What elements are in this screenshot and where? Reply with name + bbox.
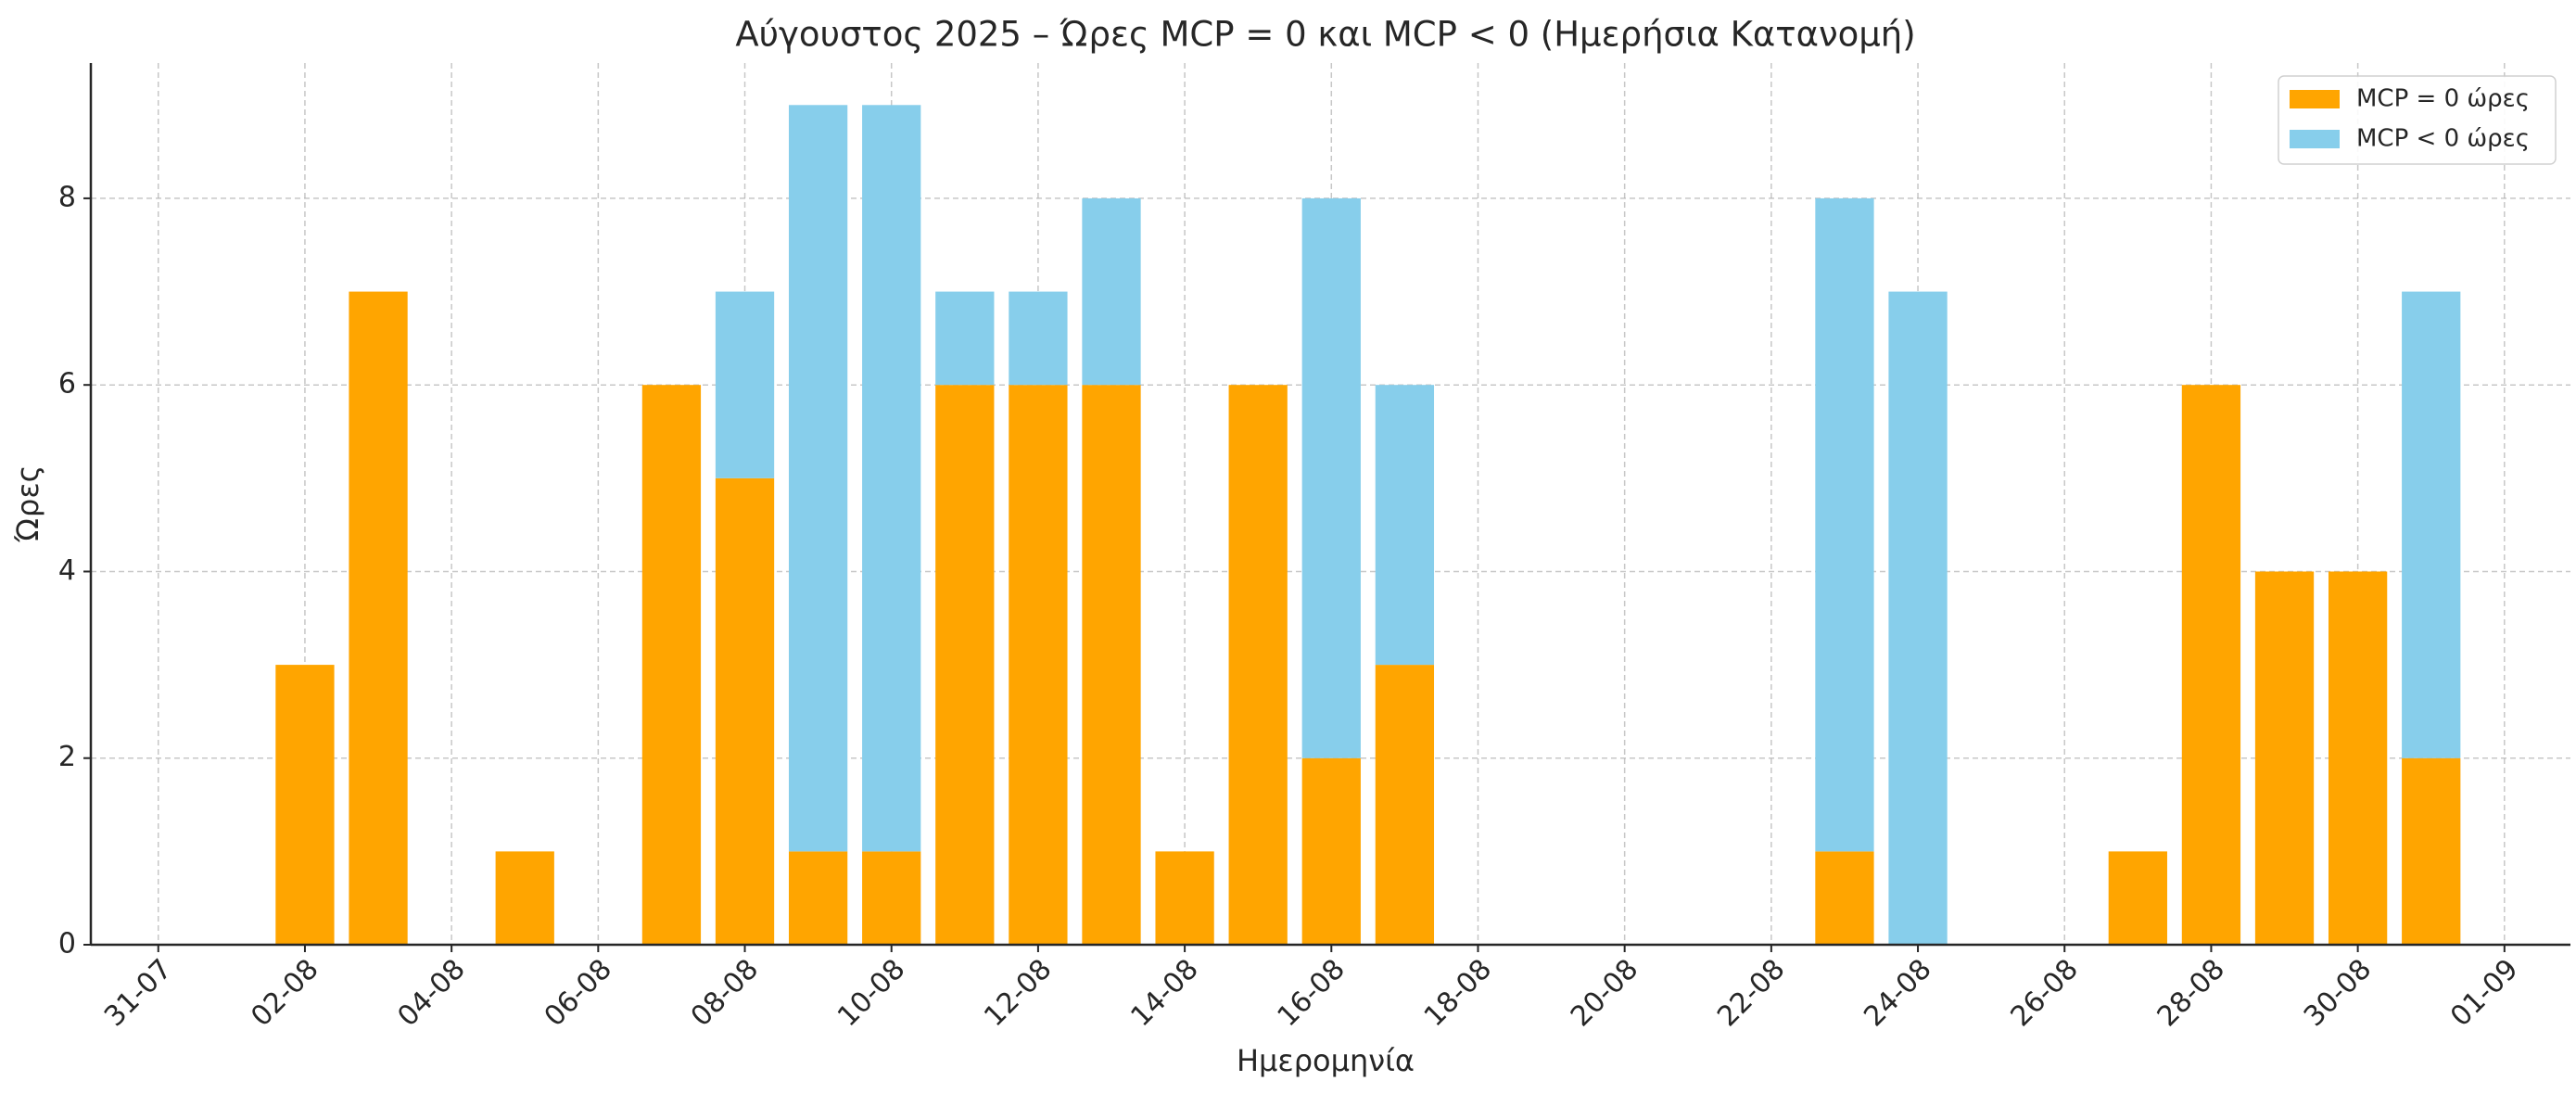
bar <box>862 105 921 852</box>
x-tick-label: 30-08 <box>2298 953 2378 1033</box>
bar <box>715 477 775 945</box>
bar <box>1888 291 1948 945</box>
x-tick-label: 06-08 <box>539 953 618 1033</box>
x-axis-label: Ημερομηνία <box>1237 1043 1415 1078</box>
bar <box>1228 385 1288 945</box>
x-tick-label: 04-08 <box>391 953 471 1033</box>
bar <box>935 385 995 945</box>
x-tick-label: 22-08 <box>1711 953 1791 1033</box>
chart-title: Αύγουστος 2025 – Ώρες MCP = 0 και MCP < … <box>735 15 1915 55</box>
x-tick-label: 10-08 <box>831 953 911 1033</box>
bar <box>2402 757 2461 945</box>
x-tick-label: 02-08 <box>245 953 324 1033</box>
legend-label: MCP < 0 ώρες <box>2356 125 2530 153</box>
bar <box>349 291 408 945</box>
bar <box>495 851 554 945</box>
bar <box>715 291 775 478</box>
bar <box>1082 197 1141 386</box>
bar <box>2328 571 2388 945</box>
legend-label: MCP = 0 ώρες <box>2356 85 2530 113</box>
x-tick-label: 24-08 <box>1858 953 1937 1033</box>
legend-swatch <box>2290 130 2340 148</box>
x-tick-label: 08-08 <box>685 953 765 1033</box>
y-axis-label: Ώρες <box>10 465 45 543</box>
bar <box>2402 291 2461 758</box>
bar <box>1375 385 1435 666</box>
legend-box <box>2278 75 2557 165</box>
y-tick-label: 4 <box>58 554 76 587</box>
bar <box>2254 571 2315 945</box>
x-tick-label: 20-08 <box>1565 953 1644 1033</box>
x-tick-label: 26-08 <box>2005 953 2085 1033</box>
bar <box>862 851 921 945</box>
bar <box>1082 385 1141 945</box>
legend-swatch <box>2290 90 2340 108</box>
bar <box>788 851 848 945</box>
x-tick-label: 14-08 <box>1124 953 1204 1033</box>
y-tick-label: 8 <box>58 181 76 213</box>
bar <box>2181 385 2241 945</box>
x-tick-label: 28-08 <box>2151 953 2231 1033</box>
bar <box>275 665 335 945</box>
bar <box>641 385 702 945</box>
bar <box>1815 851 1874 945</box>
bar <box>935 291 995 386</box>
bar <box>1375 665 1435 945</box>
legend: MCP = 0 ώρες MCP < 0 ώρες <box>2278 75 2557 165</box>
bar <box>1301 757 1361 945</box>
bar <box>1815 197 1874 852</box>
y-tick-label: 0 <box>58 928 76 960</box>
x-tick-label: 18-08 <box>1418 953 1498 1033</box>
x-tick-label: 12-08 <box>978 953 1058 1033</box>
x-tick-label: 01-09 <box>2444 953 2524 1033</box>
bar <box>1009 291 1068 386</box>
bar <box>2108 851 2167 945</box>
y-tick-label: 2 <box>58 741 76 773</box>
y-tick-label: 6 <box>58 368 76 401</box>
bar <box>1155 851 1214 945</box>
bar <box>1301 197 1361 758</box>
x-tick-label: 31-07 <box>98 953 178 1033</box>
bar <box>788 105 848 852</box>
x-tick-label: 16-08 <box>1272 953 1351 1033</box>
bar <box>1009 385 1068 945</box>
